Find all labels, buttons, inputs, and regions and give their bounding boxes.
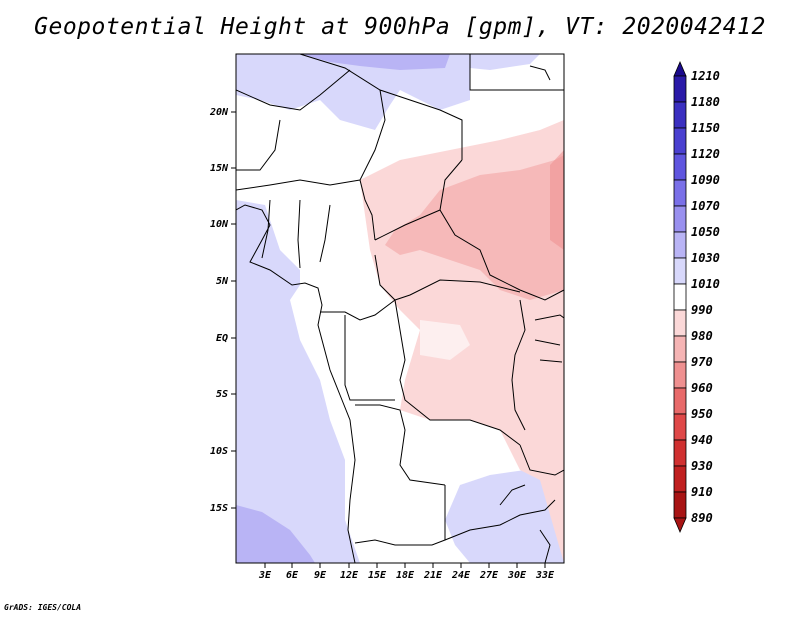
credit-text: GrADS: IGES/COLA (4, 603, 82, 612)
lon-tick: 33E (535, 563, 555, 581)
lon-label: 9E (314, 570, 327, 581)
colorbar-cell (673, 75, 687, 103)
colorbar-cell (673, 465, 687, 493)
colorbar-cell (673, 413, 687, 441)
colorbar-label: 1120 (691, 147, 720, 161)
colorbar-cell (673, 127, 687, 155)
lon-tick: 18E (396, 563, 415, 581)
lat-label: EQ (216, 333, 228, 344)
colorbar-cell (673, 101, 687, 129)
colorbar-cell (673, 153, 687, 181)
colorbar-cell (673, 257, 687, 285)
colorbar-top-arrow (673, 60, 687, 77)
lat-axis: 20N 15N 10N 5N EQ 5S 10S 15S (209, 107, 236, 514)
colorbar-label: 1090 (691, 173, 720, 187)
lon-tick: 21E (423, 563, 443, 581)
lon-tick: 27E (479, 563, 499, 581)
lon-tick: 9E (314, 563, 327, 581)
lon-tick: 3E (258, 563, 272, 581)
colorbar-label: 1050 (691, 225, 720, 239)
lon-label: 6E (286, 570, 299, 581)
lat-label: 10N (210, 219, 229, 230)
lon-tick: 30E (507, 563, 527, 581)
colorbar-label: 980 (691, 329, 713, 343)
colorbar: 1210 1180 1150 1120 1090 1070 1050 1030 1010 990 9… (673, 60, 720, 534)
lon-label: 24E (451, 570, 471, 581)
lat-tick: 10N (210, 219, 236, 230)
lat-tick: 20N (209, 107, 236, 118)
colorbar-label: 990 (691, 303, 713, 317)
colorbar-label: 1180 (691, 95, 720, 109)
lon-label: 27E (479, 570, 499, 581)
colorbar-cell (673, 205, 687, 233)
colorbar-label: 1210 (691, 69, 720, 83)
lon-tick: 15E (368, 563, 387, 581)
colorbar-label: 890 (691, 511, 713, 525)
colorbar-cell (673, 491, 687, 519)
country-boundaries (236, 54, 564, 563)
lat-tick: 10S (210, 446, 236, 457)
map-frame (235, 53, 565, 564)
colorbar-cell (673, 309, 687, 337)
colorbar-cell (673, 283, 687, 311)
lat-tick: 15S (210, 503, 236, 514)
lon-tick: 6E (286, 563, 299, 581)
shaded-field (236, 54, 564, 563)
colorbar-cell (673, 335, 687, 363)
lat-label: 15S (210, 503, 228, 514)
colorbar-label: 940 (691, 433, 713, 447)
lon-label: 18E (396, 570, 415, 581)
colorbar-cell (673, 387, 687, 415)
lat-label: 10S (210, 446, 228, 457)
lon-tick: 24E (451, 563, 471, 581)
colorbar-label: 960 (691, 381, 713, 395)
map-title: Geopotential Height at 900hPa [gpm], VT:… (34, 14, 766, 40)
lon-label: 12E (340, 570, 359, 581)
lat-label: 5S (216, 389, 228, 400)
lat-label: 5N (216, 276, 229, 287)
lat-tick: EQ (216, 333, 236, 344)
colorbar-label: 1070 (691, 199, 720, 213)
colorbar-cell (673, 361, 687, 389)
colorbar-label: 930 (691, 459, 713, 473)
lat-label: 15N (210, 163, 229, 174)
colorbar-cell (673, 179, 687, 207)
colorbar-label: 950 (691, 407, 713, 421)
colorbar-label: 970 (691, 355, 713, 369)
colorbar-bottom-arrow (673, 517, 687, 534)
colorbar-label: 1010 (691, 277, 720, 291)
lon-label: 33E (535, 570, 555, 581)
colorbar-label: 1030 (691, 251, 720, 265)
lon-label: 15E (368, 570, 387, 581)
lon-label: 30E (507, 570, 527, 581)
lat-tick: 5N (216, 276, 236, 287)
lon-label: 21E (423, 570, 443, 581)
lon-tick: 12E (340, 563, 359, 581)
lat-label: 20N (209, 107, 229, 118)
lon-label: 3E (258, 570, 272, 581)
colorbar-label: 1150 (691, 121, 720, 135)
lat-tick: 5S (216, 389, 236, 400)
lat-tick: 15N (210, 163, 236, 174)
colorbar-label: 910 (691, 485, 713, 499)
lon-axis: 3E 6E 9E 12E 15E 18E 21E 24E 27E 30E 33E (258, 563, 555, 581)
colorbar-cell (673, 439, 687, 467)
colorbar-cell (673, 231, 687, 259)
